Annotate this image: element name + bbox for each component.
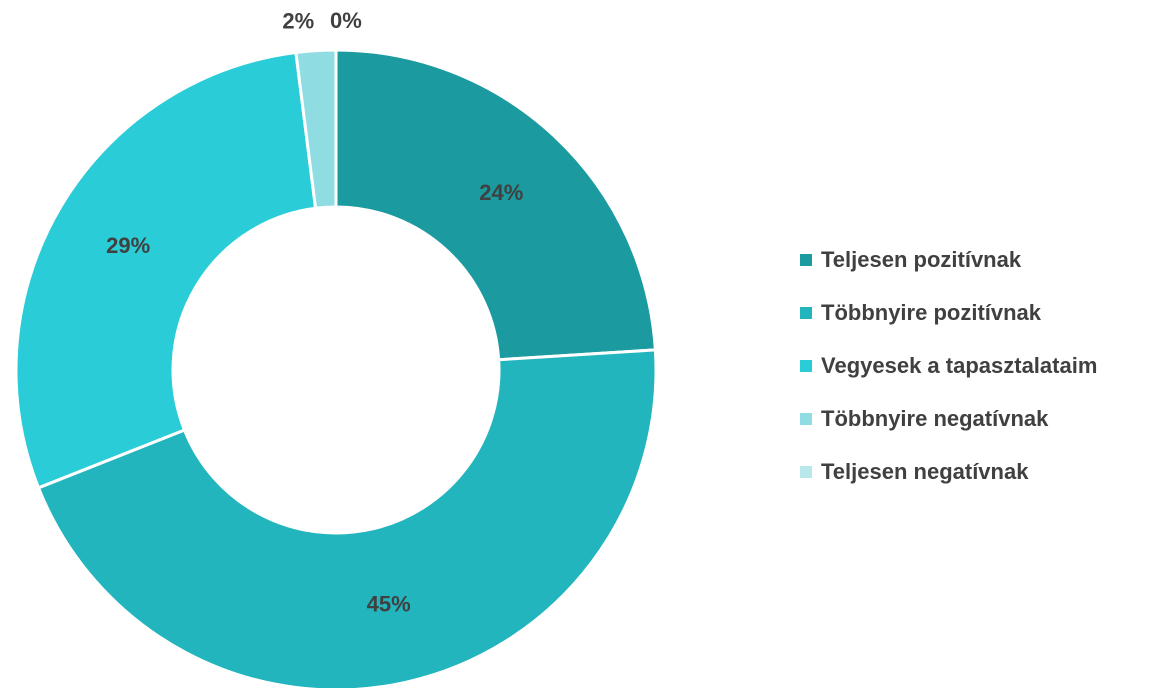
- donut-slice: [334, 48, 657, 362]
- legend-swatch: [800, 413, 812, 425]
- legend-swatch: [800, 254, 812, 266]
- data-label: 45%: [367, 591, 411, 616]
- data-label: 2%: [282, 8, 314, 33]
- legend-label: Vegyesek a tapasztalataim: [821, 353, 1097, 378]
- data-label: 24%: [479, 180, 523, 205]
- donut-slice: [14, 50, 318, 490]
- data-label: 0%: [330, 8, 362, 33]
- legend-swatch: [800, 307, 812, 319]
- legend-label: Többnyire negatívnak: [821, 406, 1049, 431]
- legend-swatch: [800, 466, 812, 478]
- legend-label: Teljesen pozitívnak: [821, 247, 1022, 272]
- legend-label: Teljesen negatívnak: [821, 459, 1029, 484]
- legend-label: Többnyire pozitívnak: [821, 300, 1042, 325]
- legend-swatch: [800, 360, 812, 372]
- donut-slice: [36, 348, 658, 688]
- data-label: 29%: [106, 233, 150, 258]
